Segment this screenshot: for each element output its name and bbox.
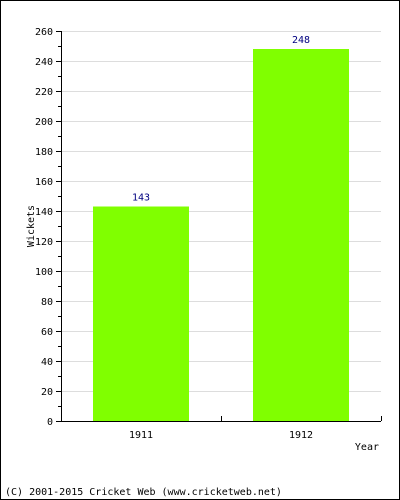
y-tick-label: 240 bbox=[35, 57, 53, 68]
copyright-footer: (C) 2001-2015 Cricket Web (www.cricketwe… bbox=[5, 487, 282, 498]
y-tick-label: 220 bbox=[35, 87, 53, 98]
bar-1911 bbox=[93, 206, 189, 421]
data-label-1912: 248 bbox=[292, 35, 310, 46]
axes bbox=[61, 31, 381, 422]
y-tick-label: 20 bbox=[41, 387, 53, 398]
y-tick-label: 160 bbox=[35, 177, 53, 188]
y-tick-label: 180 bbox=[35, 147, 53, 158]
x-axis-ticks: 1911 1912 bbox=[61, 416, 382, 441]
y-axis-label: Wickets bbox=[26, 205, 37, 247]
y-tick-label: 140 bbox=[35, 207, 53, 218]
bar-series: 143 248 bbox=[93, 35, 349, 421]
x-tick-label: 1912 bbox=[289, 430, 313, 441]
x-axis-label: Year bbox=[355, 442, 379, 453]
y-tick-label: 0 bbox=[47, 417, 53, 428]
y-tick-label: 100 bbox=[35, 267, 53, 278]
y-tick-label: 200 bbox=[35, 117, 53, 128]
data-label-1911: 143 bbox=[132, 193, 150, 204]
y-axis-ticks: 0 20 40 60 80 100 120 140 160 180 200 220 240 260 bbox=[35, 27, 61, 428]
x-tick-label: 1911 bbox=[129, 430, 153, 441]
y-tick-label: 260 bbox=[35, 27, 53, 38]
bar-1912 bbox=[253, 49, 349, 421]
y-tick-label: 120 bbox=[35, 237, 53, 248]
y-tick-label: 60 bbox=[41, 327, 53, 338]
y-tick-label: 40 bbox=[41, 357, 53, 368]
y-tick-label: 80 bbox=[41, 297, 53, 308]
